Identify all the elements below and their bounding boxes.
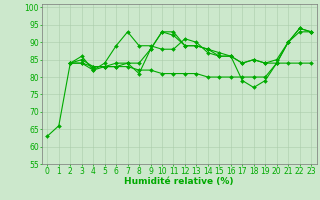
X-axis label: Humidité relative (%): Humidité relative (%) [124,177,234,186]
